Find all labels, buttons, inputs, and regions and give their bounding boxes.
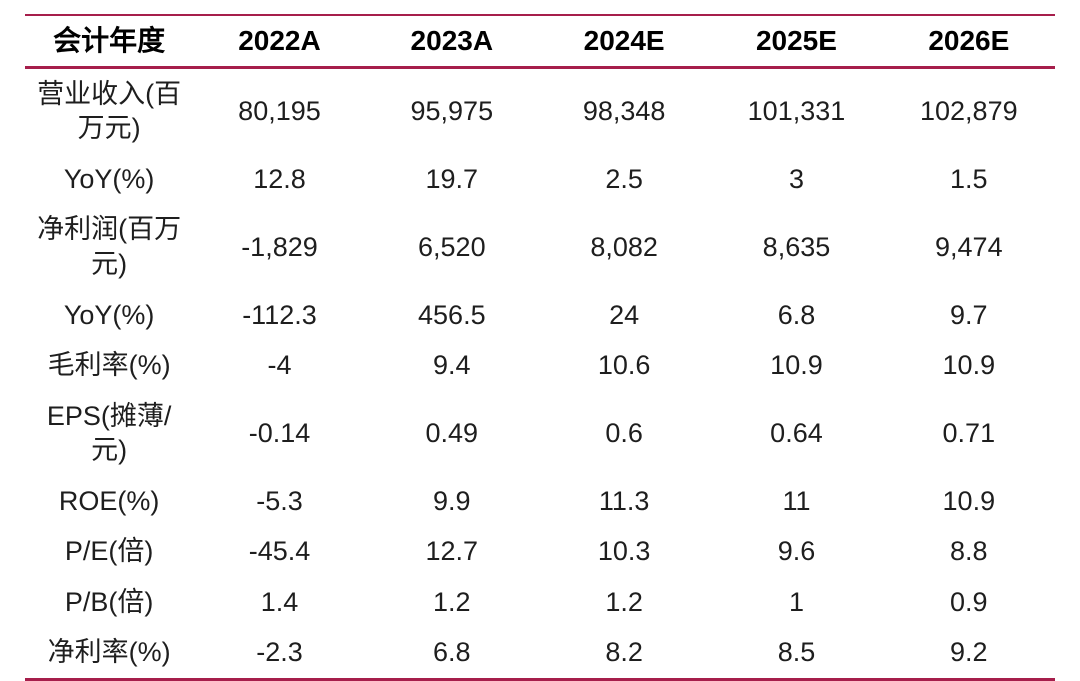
cell-value: 98,348 [582, 96, 666, 127]
cell-value: -4 [267, 350, 292, 381]
cell-value: 8,082 [590, 231, 658, 262]
cell-value: 6,520 [418, 231, 486, 262]
cell-value: -5.3 [256, 485, 303, 516]
cell-value: 0.49 [425, 417, 479, 448]
cell-value: 10.9 [942, 485, 996, 516]
cell-value: -112.3 [242, 299, 317, 330]
table-row-roe: ROE(%) -5.3 9.9 11.3 11 10.9 [25, 476, 1055, 527]
cell-value: 9.6 [777, 536, 816, 567]
cell-value: 101,331 [747, 96, 846, 127]
cell-value: 9.4 [433, 350, 471, 381]
table-row-gross-margin: 毛利率(%) -4 9.4 10.6 10.9 10.9 [25, 340, 1055, 391]
row-label: P/E(倍) [64, 536, 154, 567]
cell-value: 12.7 [425, 536, 479, 567]
row-label: ROE(%) [58, 485, 160, 516]
cell-value: 8.5 [777, 637, 816, 668]
cell-value: 8,635 [762, 231, 831, 262]
header-fiscal-year: 会计年度 [25, 15, 194, 69]
cell-value: 1.2 [605, 586, 643, 617]
cell-value: 1.4 [260, 586, 299, 617]
cell-value: 10.3 [597, 536, 651, 567]
cell-value: 3 [788, 163, 804, 194]
table-row-net-profit-yoy: YoY(%) -112.3 456.5 24 6.8 9.7 [25, 290, 1055, 341]
cell-value: -1,829 [241, 231, 318, 262]
cell-value: 11 [782, 485, 811, 516]
cell-value: 0.6 [605, 417, 643, 448]
cell-value: 24 [609, 299, 640, 330]
cell-value: 10.9 [942, 350, 996, 381]
cell-value: 6.8 [777, 299, 816, 330]
cell-value: 8.8 [950, 536, 988, 567]
cell-value: 2.5 [605, 163, 643, 194]
cell-value: -45.4 [248, 536, 311, 567]
col-header-2023a: 2023A [365, 15, 538, 69]
row-label: 净利率(%) [47, 637, 171, 668]
table-row-revenue: 营业收入(百万元) 80,195 95,975 98,348 101,331 1… [25, 67, 1055, 154]
table-row-pe: P/E(倍) -45.4 12.7 10.3 9.6 8.8 [25, 526, 1055, 577]
cell-value: -0.14 [248, 417, 311, 448]
row-label: EPS(摊薄/元) [46, 400, 172, 466]
cell-value: 12.8 [253, 163, 306, 194]
row-label: 毛利率(%) [47, 350, 171, 381]
cell-value: 9.9 [433, 485, 471, 516]
table-row-eps: EPS(摊薄/元) -0.14 0.49 0.6 0.64 0.71 [25, 391, 1055, 476]
cell-value: 0.71 [942, 417, 996, 448]
cell-value: 9.2 [950, 637, 988, 668]
financial-summary-table: 会计年度 2022A 2023A 2024E 2025E 2026E 营业收入(… [25, 14, 1055, 681]
cell-value: 11.3 [598, 485, 650, 516]
table-row-pb: P/B(倍) 1.4 1.2 1.2 1 0.9 [25, 577, 1055, 628]
col-header-2022a: 2022A [193, 15, 366, 69]
cell-value: 102,879 [920, 96, 1018, 127]
row-label: 营业收入(百万元) [37, 78, 182, 144]
cell-value: 0.9 [950, 586, 988, 617]
cell-value: 9,474 [935, 231, 1003, 262]
table-row-revenue-yoy: YoY(%) 12.8 19.7 2.5 3 1.5 [25, 154, 1055, 205]
cell-value: 456.5 [418, 299, 486, 330]
row-label: P/B(倍) [64, 586, 154, 617]
cell-value: -2.3 [256, 637, 303, 668]
cell-value: 9.7 [950, 299, 988, 330]
cell-value: 1.5 [950, 163, 988, 194]
col-header-2025e: 2025E [710, 15, 883, 69]
row-label: YoY(%) [63, 299, 155, 330]
header-row: 会计年度 2022A 2023A 2024E 2025E 2026E [25, 15, 1055, 69]
row-label: 净利润(百万元) [37, 214, 182, 280]
col-header-2024e: 2024E [537, 15, 711, 69]
cell-value: 10.6 [597, 350, 651, 381]
cell-value: 1.2 [433, 586, 471, 617]
cell-value: 6.8 [433, 637, 471, 668]
col-header-2026e: 2026E [882, 15, 1055, 69]
table-row-net-margin: 净利率(%) -2.3 6.8 8.2 8.5 9.2 [25, 627, 1055, 679]
cell-value: 1 [788, 586, 804, 617]
cell-value: 0.64 [770, 417, 823, 448]
cell-value: 8.2 [605, 637, 643, 668]
cell-value: 95,975 [410, 96, 494, 127]
cell-value: 80,195 [238, 96, 321, 127]
cell-value: 10.9 [770, 350, 823, 381]
table-row-net-profit: 净利润(百万元) -1,829 6,520 8,082 8,635 9,474 [25, 204, 1055, 289]
cell-value: 19.7 [425, 163, 479, 194]
row-label: YoY(%) [63, 163, 155, 194]
